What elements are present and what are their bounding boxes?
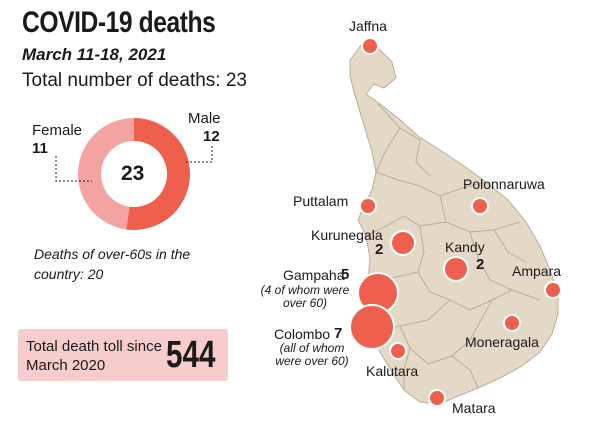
donut-chart <box>78 118 190 230</box>
island-shape <box>349 43 559 405</box>
label-moneragala: Moneragala <box>465 334 539 350</box>
page-title: COVID-19 deaths <box>22 6 216 39</box>
marker-matara <box>428 389 446 407</box>
label-kurunegala: Kurunegala <box>311 227 383 243</box>
label-gampaha: Gampaha <box>283 267 345 283</box>
marker-colombo <box>349 304 395 350</box>
death-toll-box: Total death toll since March 2020 544 <box>18 329 228 381</box>
female-count: 11 <box>32 140 48 157</box>
male-label: Male <box>188 110 221 127</box>
marker-moneragala <box>503 314 521 332</box>
female-label: Female <box>32 122 83 139</box>
date-range: March 11-18, 2021 <box>22 45 167 64</box>
count-kandy: 2 <box>476 256 485 273</box>
donut-leader-lines <box>55 146 213 182</box>
count-colombo: 7 <box>334 325 343 342</box>
male-count: 12 <box>203 128 220 145</box>
marker-kandy <box>443 256 469 282</box>
label-polonnaruwa: Polonnaruwa <box>463 176 545 192</box>
marker-polonnaruwa <box>471 197 489 215</box>
label-kalutara: Kalutara <box>366 363 419 379</box>
count-gampaha: 5 <box>341 266 350 283</box>
over-60-note: Deaths of over-60s in the country: 20 <box>34 246 191 282</box>
label-ampara: Ampara <box>512 263 562 279</box>
donut-hole <box>101 141 167 207</box>
label-jaffna: Jaffna <box>349 18 387 34</box>
label-matara: Matara <box>452 400 496 416</box>
marker-jaffna <box>361 37 379 55</box>
donut-total: 23 <box>121 162 145 185</box>
marker-ampara <box>544 281 562 299</box>
label-colombo: Colombo <box>274 326 331 342</box>
death-toll-label: Total death toll since March 2020 <box>26 338 162 374</box>
label-kandy: Kandy <box>445 239 485 255</box>
death-toll-value: 544 <box>166 334 216 376</box>
map-markers <box>349 37 562 407</box>
district-boundaries <box>365 103 541 390</box>
marker-kalutara <box>389 342 407 360</box>
note-colombo: (all of whom were over 60) <box>275 341 349 368</box>
label-puttalam: Puttalam <box>293 193 349 209</box>
count-kurunegala: 2 <box>375 241 384 258</box>
marker-kurunegala <box>390 230 416 256</box>
note-gampaha: (4 of whom were over 60) <box>260 283 350 310</box>
total-deaths-line: Total number of deaths: 23 <box>22 70 247 91</box>
marker-puttalam <box>359 197 377 215</box>
